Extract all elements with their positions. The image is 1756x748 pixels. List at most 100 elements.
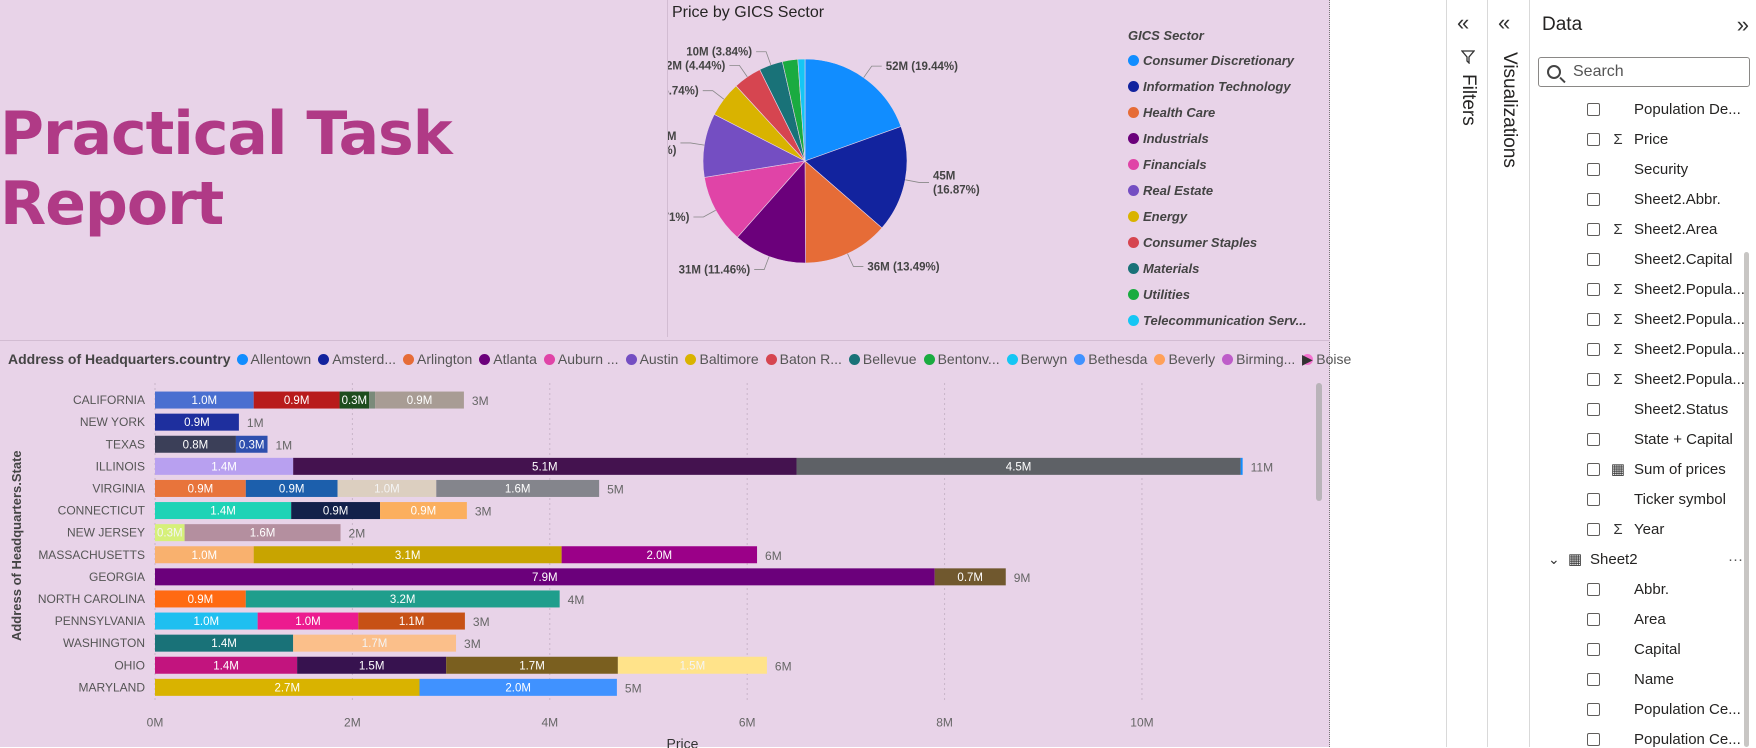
- bar-segment[interactable]: [155, 568, 935, 586]
- bar-legend-item[interactable]: Berwyn: [1006, 351, 1067, 367]
- field-item[interactable]: Population Ce...: [1530, 694, 1756, 724]
- field-item[interactable]: ▦ Sum of prices: [1530, 454, 1756, 484]
- bar-segment[interactable]: [253, 546, 562, 564]
- pie-slice[interactable]: [804, 160, 883, 264]
- bar-legend-item[interactable]: Bellevue: [848, 351, 917, 367]
- table-item-sheet2[interactable]: ⌄ ▦ Sheet2 ···: [1530, 544, 1756, 574]
- bar-segment[interactable]: [617, 656, 767, 674]
- bar-segment[interactable]: [561, 546, 758, 564]
- bar-legend-item[interactable]: Amsterd...: [318, 351, 396, 367]
- field-item[interactable]: Population Ce...: [1530, 724, 1756, 747]
- field-checkbox[interactable]: [1587, 252, 1600, 266]
- field-item[interactable]: Area: [1530, 604, 1756, 634]
- bar-legend-item[interactable]: Auburn ...: [543, 351, 619, 367]
- pie-legend-item[interactable]: Telecommunication Serv...: [1128, 307, 1328, 333]
- bar-legend-item[interactable]: Bentonv...: [923, 351, 1000, 367]
- pie-legend-item[interactable]: Utilities: [1128, 281, 1328, 307]
- field-checkbox[interactable]: [1587, 342, 1600, 356]
- bar-legend-item[interactable]: Atlanta: [479, 351, 537, 367]
- bar-segment[interactable]: [380, 502, 467, 520]
- field-checkbox[interactable]: [1587, 402, 1600, 416]
- bar-segment[interactable]: [293, 457, 797, 475]
- pie-chart[interactable]: 52M (19.44%) 45M (16.87%) 36M (13.49%) 31M (…: [668, 0, 1128, 337]
- field-item[interactable]: Σ Sheet2.Popula...: [1530, 304, 1756, 334]
- field-item[interactable]: Abbr.: [1530, 574, 1756, 604]
- pie-legend-item[interactable]: Information Technology: [1128, 73, 1328, 99]
- bar-segment[interactable]: [419, 678, 617, 696]
- bar-segment[interactable]: [155, 413, 239, 431]
- field-item[interactable]: Capital: [1530, 634, 1756, 664]
- field-item[interactable]: State + Capital: [1530, 424, 1756, 454]
- data-pane-scrollbar[interactable]: [1744, 252, 1749, 747]
- field-checkbox[interactable]: [1587, 702, 1600, 716]
- stacked-bar-chart[interactable]: 0M 2M 4M 6M 8M 10M Price Address of Headquarter…: [0, 341, 1330, 748]
- field-item[interactable]: Σ Sheet2.Popula...: [1530, 364, 1756, 394]
- bar-segment[interactable]: [297, 656, 447, 674]
- field-checkbox[interactable]: [1587, 132, 1600, 146]
- field-checkbox[interactable]: [1587, 282, 1600, 296]
- bar-legend-item[interactable]: Allentown: [236, 351, 311, 367]
- bar-segment[interactable]: [436, 479, 600, 497]
- field-item[interactable]: Name: [1530, 664, 1756, 694]
- pie-slice[interactable]: [797, 58, 806, 162]
- legend-next-arrow-icon[interactable]: ▶: [1302, 351, 1313, 367]
- bar-segment[interactable]: [155, 502, 292, 520]
- bar-segment[interactable]: [155, 524, 185, 542]
- bar-segment[interactable]: [155, 391, 254, 409]
- pie-legend-item[interactable]: Consumer Staples: [1128, 229, 1328, 255]
- chevron-down-icon[interactable]: ⌄: [1548, 550, 1560, 567]
- pie-chart-visual[interactable]: Price by GICS Sector 52M (19.44%) 45M (16.…: [667, 0, 1330, 337]
- field-checkbox[interactable]: [1587, 462, 1600, 476]
- pie-slice[interactable]: [736, 160, 806, 264]
- field-checkbox[interactable]: [1587, 522, 1600, 536]
- bar-segment[interactable]: [293, 634, 457, 652]
- pie-legend-item[interactable]: Materials: [1128, 255, 1328, 281]
- bar-chart-visual[interactable]: 0M 2M 4M 6M 8M 10M Price Address of Headquarter…: [0, 340, 1351, 748]
- bar-legend-item[interactable]: Bethesda: [1074, 351, 1147, 367]
- field-item[interactable]: Sheet2.Abbr.: [1530, 184, 1756, 214]
- pie-slice[interactable]: [804, 58, 902, 162]
- field-checkbox[interactable]: [1587, 192, 1600, 206]
- bar-legend-item[interactable]: Boise: [1302, 351, 1351, 367]
- title-textbox[interactable]: Practical Task Report: [0, 0, 667, 337]
- field-item[interactable]: Ticker symbol: [1530, 484, 1756, 514]
- bar-segment[interactable]: [253, 391, 340, 409]
- search-box[interactable]: [1538, 57, 1750, 87]
- field-item[interactable]: Σ Year: [1530, 514, 1756, 544]
- pie-slice[interactable]: [804, 126, 908, 229]
- bar-segment[interactable]: [155, 479, 246, 497]
- field-checkbox[interactable]: [1587, 582, 1600, 596]
- pie-legend-item[interactable]: Industrials: [1128, 125, 1328, 151]
- bar-segment[interactable]: [446, 656, 618, 674]
- pie-legend-item[interactable]: Health Care: [1128, 99, 1328, 125]
- bar-segment[interactable]: [155, 546, 254, 564]
- bar-segment[interactable]: [245, 479, 338, 497]
- bar-legend-item[interactable]: Baltimore: [685, 351, 759, 367]
- bar-segment[interactable]: [934, 568, 1006, 586]
- field-item[interactable]: Σ Sheet2.Area: [1530, 214, 1756, 244]
- filters-pane-label[interactable]: Filters: [1458, 74, 1479, 126]
- field-item[interactable]: Σ Price: [1530, 124, 1756, 154]
- field-item[interactable]: Σ Sheet2.Popula...: [1530, 334, 1756, 364]
- search-input[interactable]: [1571, 62, 1745, 82]
- bar-segment[interactable]: [337, 479, 437, 497]
- bar-segment[interactable]: [257, 612, 359, 630]
- bar-segment[interactable]: [375, 391, 464, 409]
- bar-segment[interactable]: [155, 457, 294, 475]
- bar-segment[interactable]: [796, 457, 1241, 475]
- pie-legend-item[interactable]: Financials: [1128, 151, 1328, 177]
- field-item[interactable]: Sheet2.Capital: [1530, 244, 1756, 274]
- bar-segment[interactable]: [155, 656, 298, 674]
- bar-legend-item[interactable]: Beverly: [1154, 351, 1215, 367]
- field-item[interactable]: Σ Sheet2.Popula...: [1530, 274, 1756, 304]
- field-checkbox[interactable]: [1587, 312, 1600, 326]
- field-checkbox[interactable]: [1587, 102, 1600, 116]
- field-checkbox[interactable]: [1587, 642, 1600, 656]
- bar-segment[interactable]: [184, 524, 341, 542]
- bar-segment[interactable]: [155, 435, 236, 453]
- bar-segment[interactable]: [155, 634, 294, 652]
- bar-legend-item[interactable]: Birming...: [1222, 351, 1295, 367]
- pie-legend-item[interactable]: Energy: [1128, 203, 1328, 229]
- bar-legend-item[interactable]: Austin: [625, 351, 678, 367]
- visualizations-pane-label[interactable]: Visualizations: [1499, 52, 1520, 168]
